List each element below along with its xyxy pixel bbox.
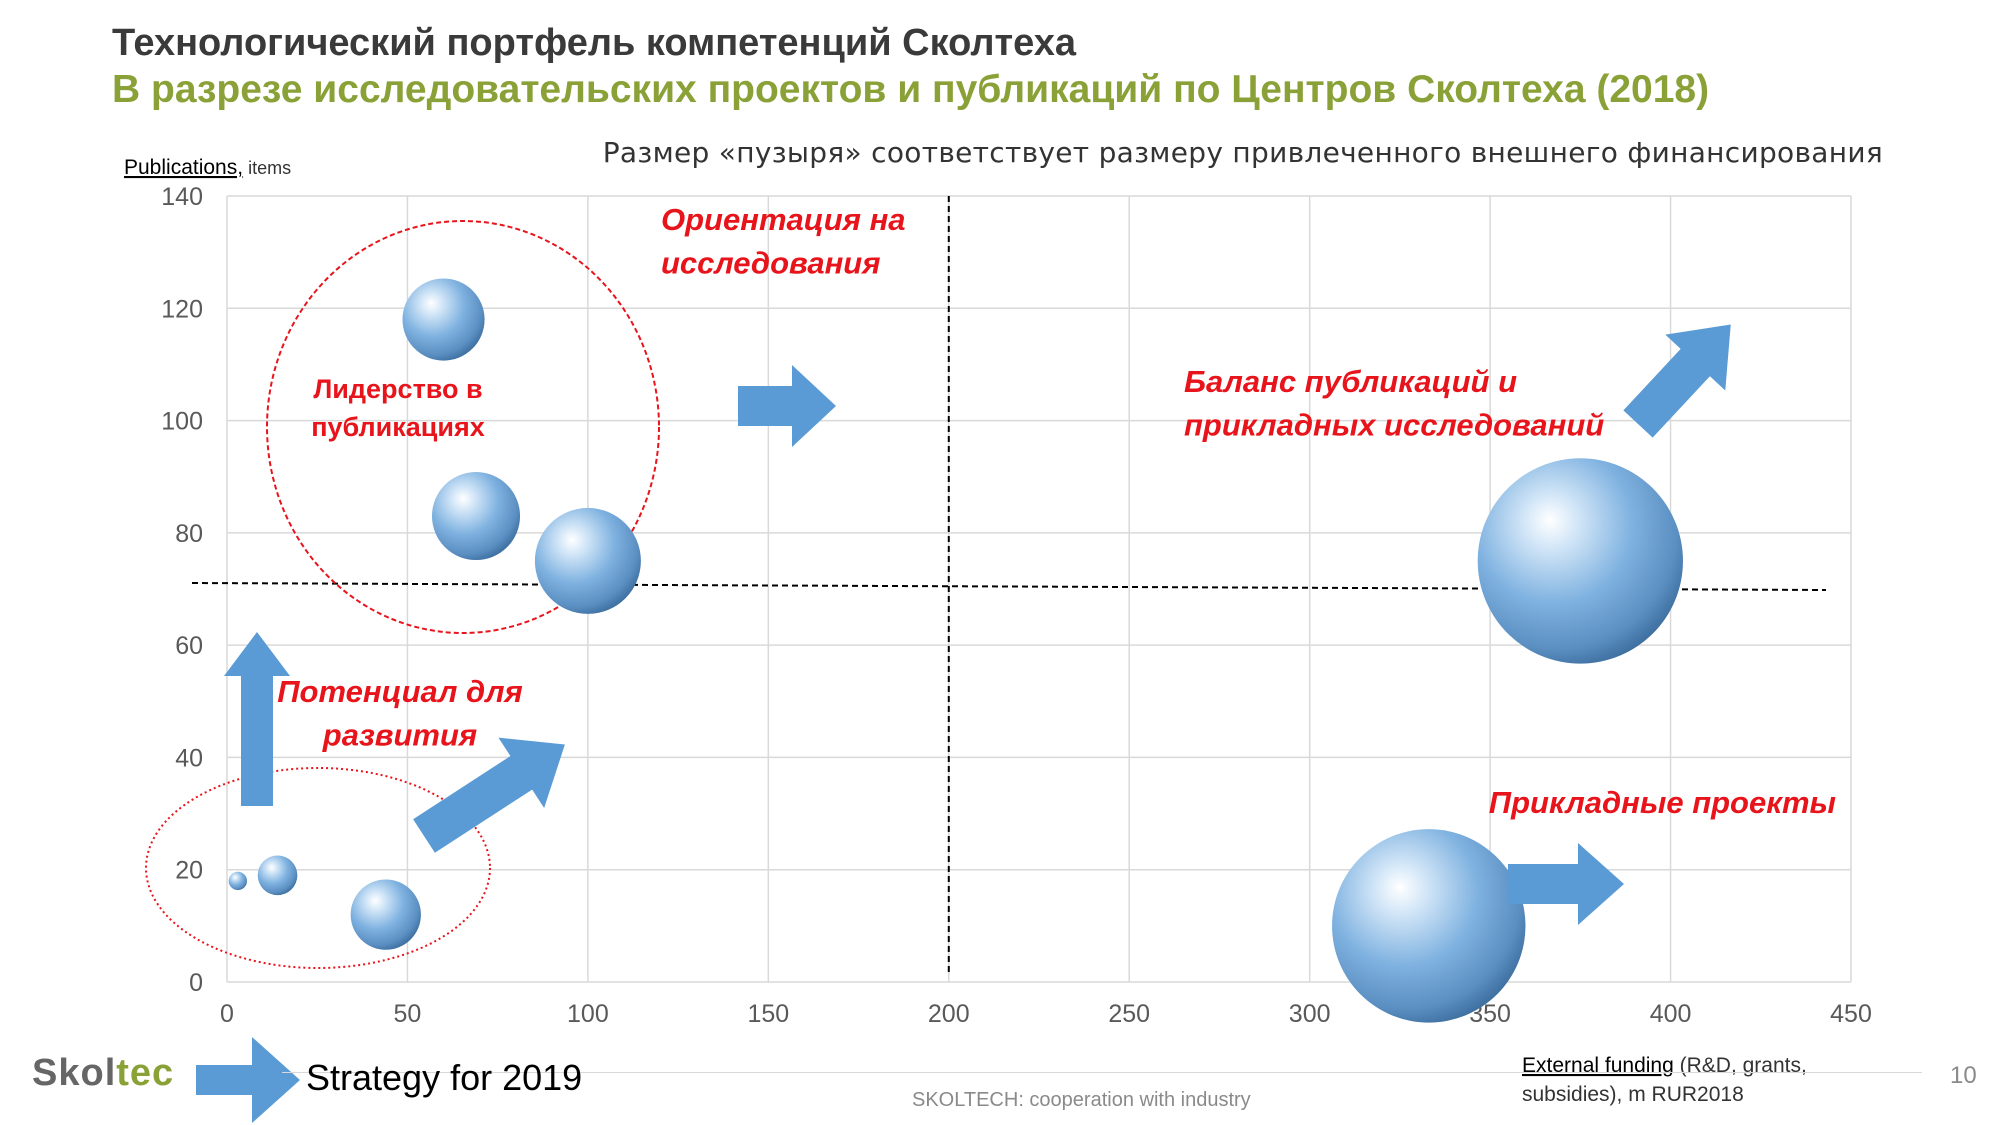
x-tick-label: 100 <box>567 1000 609 1028</box>
label-balance: Баланс публикаций и прикладных исследован… <box>1184 364 1604 442</box>
label-leadership: Лидерство в публикациях <box>311 374 485 442</box>
y-tick-label: 0 <box>189 969 203 997</box>
label-potential-line: Потенциал для <box>277 674 523 709</box>
page-number: 10 <box>1950 1062 1977 1089</box>
arrow-diagonal-potential-icon <box>413 737 565 853</box>
slide-title: Технологический портфель компетенций Ско… <box>112 22 1077 64</box>
x-axis-title-unit: (R&D, grants, <box>1674 1054 1807 1077</box>
logo-part-1: Skol <box>32 1052 117 1094</box>
potential-cluster-ellipse <box>145 767 491 969</box>
y-axis-title: Publications, items <box>124 156 291 179</box>
strategy-label: Strategy for 2019 <box>306 1057 583 1098</box>
arrow-right-applied-icon <box>1508 843 1624 925</box>
y-tick-label: 140 <box>161 183 203 211</box>
x-tick-label: 250 <box>1108 1000 1150 1028</box>
y-axis-title-unit: items <box>243 158 291 178</box>
arrow-right-research-icon <box>738 365 836 447</box>
y-tick-label: 80 <box>175 520 203 548</box>
x-axis-title-main: External funding <box>1522 1054 1674 1077</box>
label-potential-line: развития <box>322 717 477 752</box>
y-tick-label: 60 <box>175 632 203 660</box>
y-axis-title-main: Publications, <box>124 156 243 179</box>
arrow-up-potential-icon <box>224 632 290 806</box>
x-tick-label: 400 <box>1650 1000 1692 1028</box>
slide-subtitle: В разрезе исследовательских проектов и п… <box>112 68 1710 111</box>
skoltech-logo: Skoltec <box>32 1052 174 1095</box>
x-tick-label: 150 <box>747 1000 789 1028</box>
x-axis-title: External funding (R&D, grants, <box>1522 1054 1807 1077</box>
label-research-orientation-line: Ориентация на <box>661 202 906 237</box>
arrow-diagonal-balance-icon <box>1623 324 1731 438</box>
bubble <box>402 278 485 361</box>
footer-source: SKOLTECH: cooperation with industry <box>912 1089 1251 1111</box>
label-research-orientation: Ориентация на исследования <box>661 202 906 280</box>
strategy-arrow-icon <box>196 1037 300 1123</box>
leadership-cluster-ellipse <box>266 220 660 634</box>
x-tick-label: 200 <box>928 1000 970 1028</box>
label-balance-line: прикладных исследований <box>1184 407 1604 442</box>
y-tick-label: 100 <box>161 408 203 436</box>
direction-arrows <box>224 324 1731 925</box>
bubble <box>228 871 248 891</box>
bubble-size-note: Размер «пузыря» соответствует размеру пр… <box>602 136 1883 169</box>
y-tick-label: 40 <box>175 744 203 772</box>
x-tick-label: 300 <box>1289 1000 1331 1028</box>
bubble <box>257 855 298 896</box>
x-tick-label: 450 <box>1830 1000 1872 1028</box>
x-tick-label: 50 <box>394 1000 422 1028</box>
bubble <box>350 879 421 950</box>
cluster-ellipses <box>145 220 660 969</box>
bubble <box>534 507 641 614</box>
label-leadership-line: публикациях <box>311 412 485 442</box>
bubble <box>431 471 521 561</box>
label-potential: Потенциал для развития <box>277 674 523 752</box>
label-applied-projects-line: Прикладные проекты <box>1489 785 1836 820</box>
y-tick-label: 120 <box>161 295 203 323</box>
label-leadership-line: Лидерство в <box>313 374 482 404</box>
y-tick-label: 20 <box>175 857 203 885</box>
bubble <box>1477 458 1683 664</box>
label-balance-line: Баланс публикаций и <box>1184 364 1517 399</box>
bubbles <box>228 278 1683 1023</box>
bubble <box>1332 829 1526 1023</box>
quadrant-labels: Ориентация на исследования Баланс публикац… <box>277 202 1836 820</box>
logo-part-2: tec <box>116 1052 175 1094</box>
label-research-orientation-line: исследования <box>661 245 880 280</box>
x-axis-title-line2: subsidies), m RUR2018 <box>1522 1083 1744 1106</box>
label-applied-projects: Прикладные проекты <box>1489 785 1836 820</box>
x-tick-label: 0 <box>220 1000 234 1028</box>
footer-divider <box>282 1072 1922 1073</box>
